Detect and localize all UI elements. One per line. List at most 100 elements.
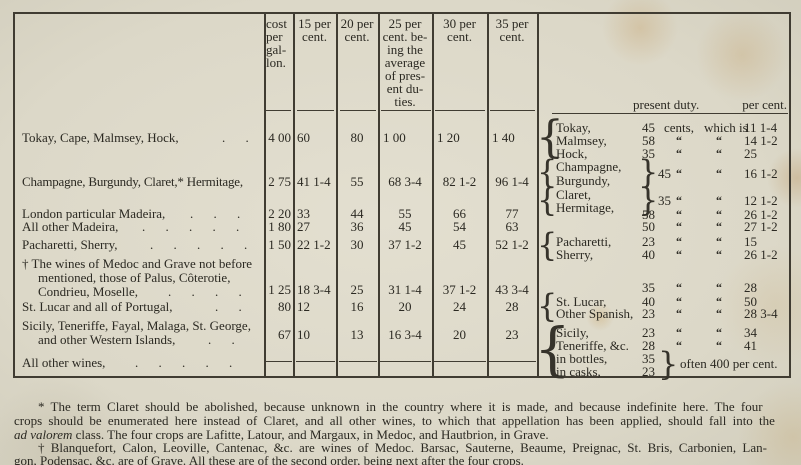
group-brace: {: [537, 287, 558, 325]
value-cell: 55: [350, 174, 364, 189]
ditto-mark: “: [676, 133, 682, 147]
value-cell: 2 20: [268, 206, 291, 221]
value-cell: 1 25: [268, 282, 291, 297]
column-header: cent. be-: [382, 29, 428, 44]
column-header: 35 per: [495, 16, 529, 31]
group-close-brace: }: [638, 181, 659, 219]
ditto-mark: “: [716, 133, 722, 147]
ditto-mark: “: [716, 234, 722, 248]
rp-duty-value: 40: [642, 247, 655, 262]
rp-duty-value: 45: [642, 120, 655, 135]
rp-percent-value: 15: [744, 234, 757, 249]
value-cell: 28: [505, 299, 519, 314]
row-label: Champagne, Burgundy, Claret,* Hermitage,: [22, 174, 243, 189]
rp-duty-value: 58: [642, 207, 655, 222]
footnote-line: gon, Podensac, &c. are of Grave. All the…: [14, 453, 524, 465]
rp-duty-value: 35: [642, 280, 655, 295]
column-header: cent.: [499, 29, 525, 44]
rp-percent-value: 28: [744, 280, 757, 295]
value-cell: 41 1-4: [297, 174, 331, 189]
table-border-bottom: [13, 376, 791, 378]
column-header: of pres-: [384, 68, 426, 83]
dot-leader: . . . . .: [135, 355, 233, 370]
rp-percent-value: 27 1-2: [744, 219, 778, 234]
column-header: average: [384, 55, 426, 70]
rp-row-name: Hermitage,: [556, 200, 615, 215]
rp-row-name: Sherry,: [556, 247, 594, 262]
rp-row-name: in casks,: [556, 364, 601, 379]
rp-duty-value: 23: [642, 364, 655, 379]
blank-value-dash: [296, 361, 335, 362]
value-cell: 1 00: [383, 130, 406, 145]
value-cell: 68 3-4: [388, 174, 422, 189]
rp-which-is-label: which is: [704, 120, 748, 135]
rp-row-name: Other Spanish,: [556, 306, 634, 321]
dot-leader: . . . . .: [142, 219, 240, 234]
value-cell: 67: [278, 327, 291, 342]
right-panel-header-present-duty: present duty.: [633, 97, 700, 112]
rp-row-name: Claret,: [556, 187, 592, 202]
row-label: † The wines of Medoc and Grave not befor…: [22, 256, 253, 271]
column-header: ties.: [394, 94, 416, 109]
value-cell: 37 1-2: [442, 282, 477, 297]
row-label: Condrieu, Moselle,: [38, 284, 139, 299]
rp-percent-value: 11 1-4: [744, 120, 778, 135]
footnote-line: * The term Claret should be abolished, b…: [38, 399, 763, 414]
table-border-left: [13, 12, 15, 378]
rp-unit-label: cents,: [664, 120, 694, 135]
value-cell: 10: [297, 327, 310, 342]
ditto-mark: “: [676, 280, 682, 294]
rp-duty-value: 35: [658, 193, 671, 208]
value-cell: 18 3-4: [297, 282, 331, 297]
row-label: mentioned, those of Palus, Côterotie,: [38, 270, 231, 285]
column-divider: [264, 12, 266, 377]
footnote-line: crops should be enumerated here instead …: [14, 413, 775, 428]
value-cell: 52 1-2: [495, 237, 529, 252]
value-cell: 80: [278, 299, 291, 314]
right-panel-header-per-cent: per cent.: [742, 97, 787, 112]
footnote-line: † Blanquefort, Calon, Leoville, Cantenac…: [38, 440, 767, 455]
footnote-text: class. The four crops are Lafitte, Latou…: [72, 427, 549, 442]
value-cell: 12: [297, 299, 310, 314]
value-cell: 77: [505, 206, 519, 221]
row-label: All other wines,: [22, 355, 106, 370]
rp-duty-value: 23: [642, 306, 655, 321]
column-header: cost: [266, 16, 287, 31]
value-cell: 24: [453, 299, 466, 314]
row-label: Pacharetti, Sherry,: [22, 237, 118, 252]
column-header: ing the: [387, 42, 423, 57]
ditto-mark: “: [716, 146, 722, 160]
group-brace: {: [537, 226, 558, 264]
column-header: 30 per: [443, 16, 476, 31]
rp-duty-value: 58: [642, 133, 655, 148]
rp-row-name: St. Lucar,: [556, 294, 607, 309]
value-cell: 22 1-2: [297, 237, 331, 252]
value-cell: 1 80: [268, 219, 291, 234]
row-label: All other Madeira,: [22, 219, 119, 234]
column-header: cent.: [447, 29, 472, 44]
value-cell: 1 40: [492, 130, 515, 145]
rp-row-name: Pacharetti,: [556, 234, 612, 249]
value-cell: 20: [398, 299, 412, 314]
group-close-brace: }: [638, 153, 659, 191]
value-cell: 60: [297, 130, 310, 145]
value-cell: 31 1-4: [388, 282, 422, 297]
blank-value-dash: [489, 361, 536, 362]
row-label: London particular Madeira,: [22, 206, 166, 221]
column-divider: [537, 12, 539, 377]
column-header: 25 per: [388, 16, 422, 31]
row-label: and other Western Islands,: [38, 332, 176, 347]
column-header: cent.: [344, 29, 370, 44]
column-divider: [378, 12, 380, 377]
value-cell: 23: [505, 327, 519, 342]
column-header: 15 per: [298, 16, 331, 31]
value-cell: 1 20: [437, 130, 460, 145]
ditto-mark: “: [716, 338, 722, 352]
value-cell: 13: [350, 327, 364, 342]
dot-leader: . .: [215, 299, 242, 314]
dot-leader: . . . .: [168, 284, 242, 299]
ditto-mark: “: [716, 193, 722, 207]
value-cell: 82 1-2: [442, 174, 477, 189]
value-cell: 45: [398, 219, 412, 234]
